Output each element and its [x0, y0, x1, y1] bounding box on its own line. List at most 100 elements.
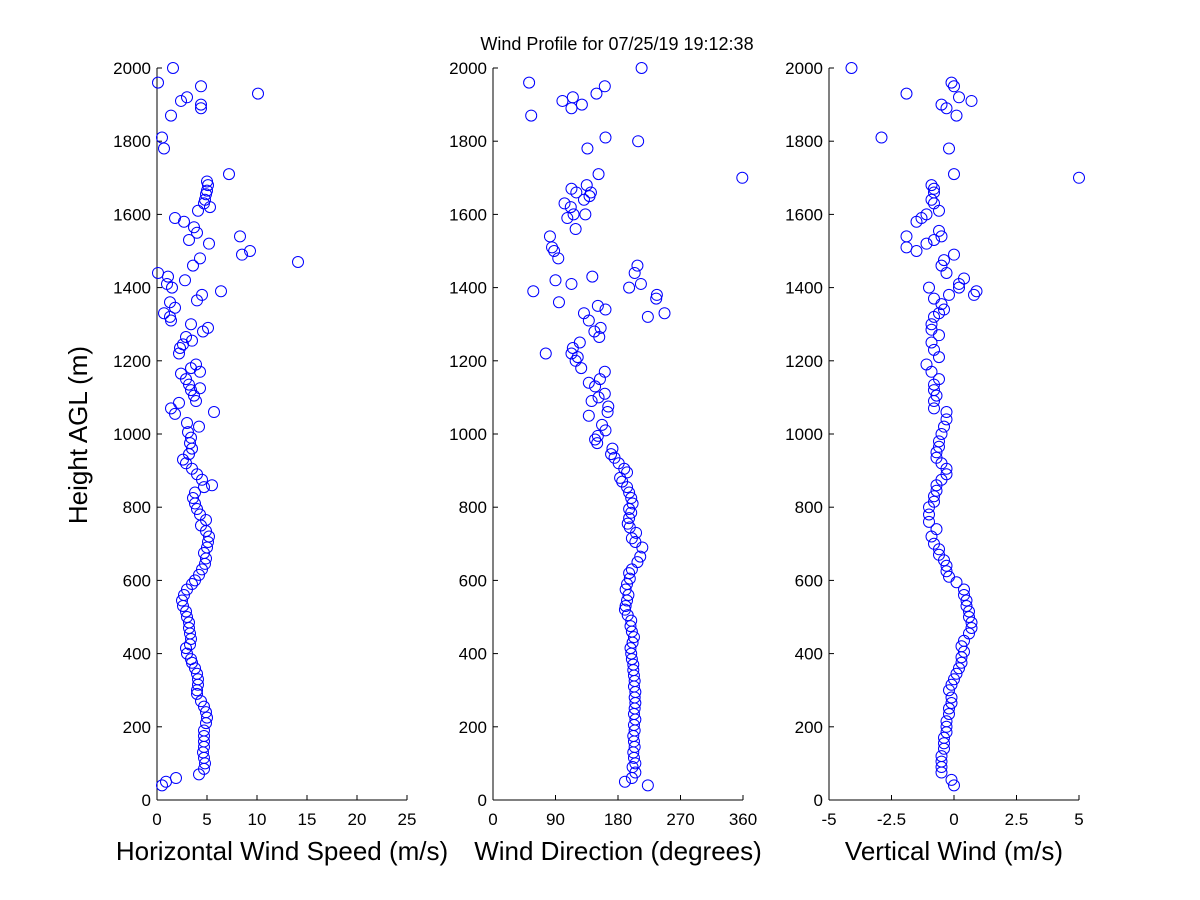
- data-point: [963, 605, 975, 618]
- data-point: [736, 171, 749, 184]
- data-point: [933, 440, 945, 453]
- data-point: [955, 656, 968, 669]
- data-point: [950, 109, 963, 122]
- data-point: [175, 94, 187, 107]
- data-point: [185, 318, 197, 331]
- y-tick-label: 400: [795, 645, 823, 664]
- data-point: [590, 87, 603, 100]
- data-point: [186, 578, 198, 591]
- data-point: [928, 186, 940, 199]
- data-point: [930, 484, 943, 497]
- data-point: [900, 87, 913, 100]
- data-point: [910, 245, 923, 257]
- data-point: [950, 667, 963, 680]
- data-point: [935, 230, 948, 243]
- data-point: [632, 135, 645, 148]
- data-point: [621, 609, 634, 622]
- data-point: [925, 179, 938, 192]
- data-point: [953, 91, 965, 104]
- data-point: [585, 395, 598, 408]
- data-point: [183, 378, 195, 391]
- data-point: [546, 241, 559, 254]
- data-point: [945, 691, 958, 704]
- data-point: [543, 230, 556, 243]
- data-point: [925, 530, 938, 543]
- data-point: [928, 384, 940, 397]
- data-point: [208, 406, 220, 419]
- data-point: [948, 779, 960, 792]
- data-point: [191, 226, 203, 239]
- data-point: [943, 702, 955, 715]
- data-point: [591, 429, 604, 442]
- data-point: [174, 341, 186, 354]
- data-point: [626, 761, 639, 774]
- data-point: [631, 556, 644, 569]
- data-point: [925, 323, 938, 336]
- data-point: [170, 772, 182, 785]
- data-point: [186, 334, 198, 347]
- data-point: [156, 779, 168, 792]
- data-point: [623, 512, 636, 525]
- data-point: [920, 208, 933, 221]
- y-tick-label: 1800: [449, 132, 487, 151]
- x-tick-label: 5: [1074, 810, 1083, 829]
- data-point: [650, 292, 663, 305]
- y-tick-label: 800: [123, 498, 151, 517]
- data-point: [928, 402, 940, 415]
- data-point: [252, 87, 264, 100]
- data-point: [938, 420, 950, 433]
- data-point: [930, 451, 943, 464]
- data-point: [592, 391, 605, 404]
- data-point: [596, 418, 609, 431]
- data-point: [164, 296, 176, 309]
- data-point: [580, 179, 593, 192]
- data-point: [191, 667, 203, 680]
- data-point: [195, 695, 207, 708]
- data-point: [634, 277, 647, 290]
- data-point: [928, 490, 940, 503]
- data-point: [925, 318, 938, 331]
- data-point: [623, 281, 636, 294]
- data-point: [948, 80, 960, 93]
- y-tick-label: 200: [795, 718, 823, 737]
- data-point: [623, 572, 636, 585]
- data-point: [158, 142, 170, 155]
- data-point: [191, 503, 203, 516]
- data-point: [923, 515, 935, 528]
- y-tick-label: 1200: [113, 352, 151, 371]
- data-point: [928, 234, 940, 247]
- y-tick-label: 1600: [449, 205, 487, 224]
- y-tick-label: 1400: [785, 279, 823, 298]
- data-point: [164, 310, 176, 323]
- y-tick-label: 200: [123, 718, 151, 737]
- data-point: [183, 616, 195, 629]
- y-tick-label: 800: [795, 498, 823, 517]
- data-point: [943, 288, 955, 301]
- data-point: [938, 303, 950, 316]
- data-point: [589, 433, 602, 446]
- x-axis-label: Wind Direction (degrees): [474, 836, 762, 866]
- data-point: [165, 402, 177, 415]
- data-point: [185, 431, 197, 444]
- data-point: [187, 492, 199, 505]
- data-point: [198, 546, 210, 559]
- data-point: [940, 565, 953, 578]
- data-point: [575, 362, 588, 375]
- data-point: [900, 230, 913, 243]
- data-point: [875, 131, 888, 144]
- data-point: [606, 442, 619, 455]
- data-point: [201, 711, 213, 724]
- data-point: [923, 508, 935, 521]
- data-point: [598, 365, 611, 378]
- data-point: [549, 274, 562, 287]
- data-point: [928, 495, 940, 508]
- data-point: [202, 321, 214, 334]
- data-point: [175, 367, 187, 380]
- data-point: [625, 492, 638, 505]
- data-point: [634, 550, 647, 563]
- data-point: [575, 98, 588, 111]
- data-point: [928, 292, 940, 305]
- y-tick-label: 600: [795, 571, 823, 590]
- data-point: [165, 314, 177, 327]
